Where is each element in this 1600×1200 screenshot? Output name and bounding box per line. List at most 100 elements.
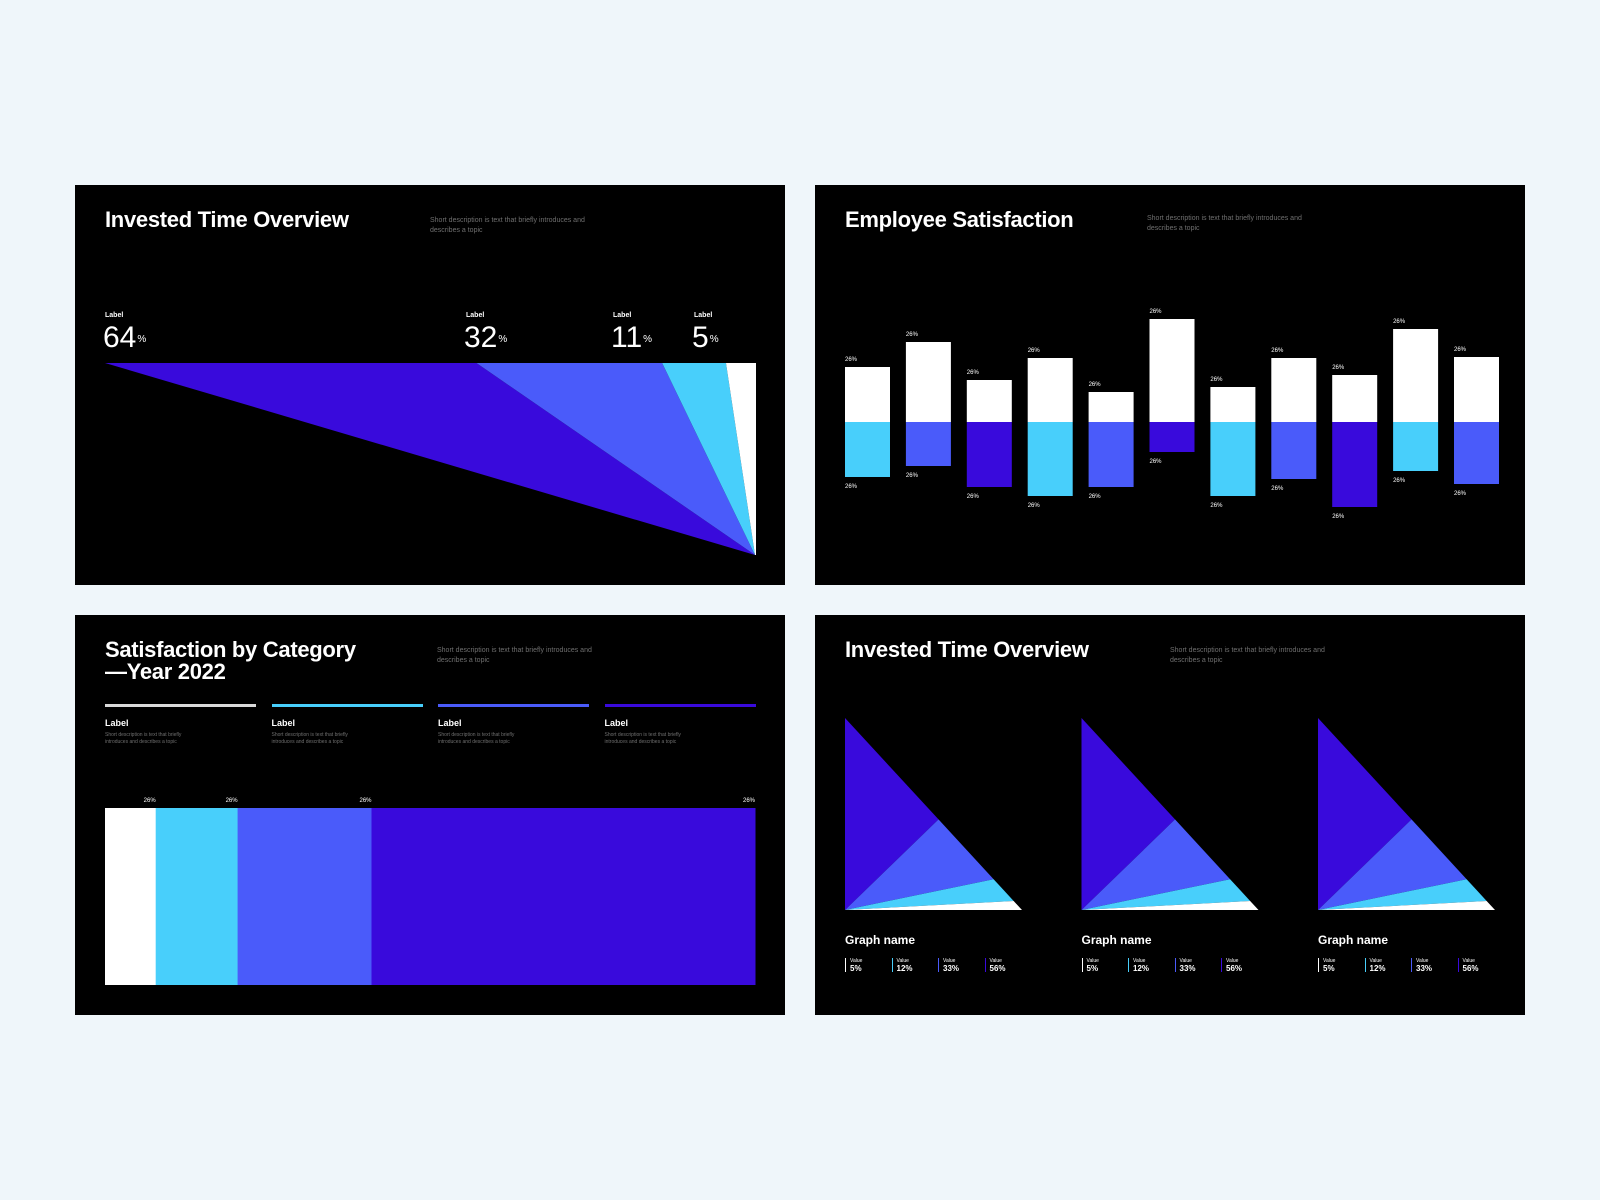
triangle-slice bbox=[1081, 819, 1231, 910]
bar-positive bbox=[905, 342, 951, 422]
legend-item: Value 5% bbox=[1318, 958, 1336, 973]
legend-value: 12% bbox=[1369, 964, 1386, 973]
legend-label: Value bbox=[1086, 958, 1099, 964]
category-label: Label bbox=[105, 718, 129, 728]
bar-top-label: 26% bbox=[1393, 319, 1406, 325]
card-description: Short description is text that briefly i… bbox=[430, 217, 585, 234]
bar-positive bbox=[1332, 375, 1378, 422]
bar-bottom-label: 26% bbox=[1454, 491, 1467, 497]
triangle-slice bbox=[1318, 819, 1467, 910]
category-color-bar bbox=[271, 704, 423, 707]
legend-label: Value bbox=[1323, 958, 1336, 964]
title-line-1: Satisfaction by Category bbox=[105, 637, 356, 662]
legend-value: 5% bbox=[1086, 964, 1099, 973]
bar-bottom-label: 26% bbox=[1089, 494, 1102, 500]
card-title: Employee Satisfaction bbox=[845, 207, 1074, 232]
legend-item: Value 56% bbox=[1221, 958, 1243, 973]
legend-item: Value 56% bbox=[1457, 958, 1479, 973]
legend-item: Value 5% bbox=[1081, 958, 1099, 973]
legend-value: 12% bbox=[896, 964, 913, 973]
bar-bottom-label: 26% bbox=[1271, 486, 1284, 492]
stack-segment bbox=[155, 808, 239, 985]
bar-bottom-label: 26% bbox=[845, 484, 858, 490]
bar-negative bbox=[1271, 422, 1317, 479]
bar-top-label: 26% bbox=[1210, 377, 1223, 383]
bar-positive bbox=[845, 367, 890, 422]
legend-label: Value bbox=[1416, 958, 1429, 964]
legend-item: Value 33% bbox=[938, 958, 960, 973]
bar-positive bbox=[1271, 358, 1317, 422]
category-color-bar bbox=[604, 704, 756, 707]
bar-positive bbox=[1454, 357, 1499, 422]
graph-name: Graph name bbox=[1081, 933, 1152, 947]
legend-label: Value bbox=[1462, 958, 1475, 964]
legend-item: Value 5% bbox=[845, 958, 863, 973]
bar-top-label: 26% bbox=[1454, 347, 1467, 353]
bar-negative bbox=[966, 422, 1012, 487]
bar-negative bbox=[905, 422, 951, 466]
card-description: Short description is text that briefly i… bbox=[1170, 647, 1325, 664]
bar-bottom-label: 26% bbox=[1393, 478, 1406, 484]
funnel-label-2: Label bbox=[466, 312, 485, 319]
bar-negative bbox=[1393, 422, 1439, 471]
bar-top-label: 26% bbox=[1332, 365, 1345, 371]
funnel-value-2: 32% bbox=[464, 321, 508, 354]
bar-negative bbox=[1088, 422, 1134, 487]
bar-top-label: 26% bbox=[1028, 348, 1041, 354]
legend-label: Value bbox=[1133, 958, 1146, 964]
card-title: Invested Time Overview bbox=[105, 207, 349, 232]
graph-name: Graph name bbox=[845, 933, 916, 947]
triangle-slice bbox=[1318, 879, 1487, 910]
category-label: Label bbox=[604, 718, 629, 728]
legend-label: Value bbox=[896, 958, 909, 964]
bar-positive bbox=[1149, 319, 1195, 422]
bar-negative bbox=[1027, 422, 1073, 496]
card-satisfaction-by-category: Satisfaction by Category —Year 2022 Shor… bbox=[75, 615, 785, 1015]
triangle-slice bbox=[845, 900, 1022, 910]
legend-item: Value 33% bbox=[1411, 958, 1432, 973]
triangle-slice bbox=[845, 718, 939, 910]
bar-negative bbox=[1332, 422, 1378, 507]
legend-label: Value bbox=[1179, 958, 1192, 964]
bar-negative bbox=[1454, 422, 1499, 484]
legend-item: Value 12% bbox=[1128, 958, 1149, 973]
bar-bottom-label: 26% bbox=[1210, 503, 1223, 509]
bar-positive bbox=[1027, 358, 1073, 422]
bar-top-label: 26% bbox=[1089, 382, 1102, 388]
category-description: Short description is text that briefly i… bbox=[105, 732, 182, 745]
legend-item: Value 12% bbox=[1364, 958, 1386, 973]
legend-value: 5% bbox=[1323, 964, 1335, 973]
stack-segment-label: 26% bbox=[359, 798, 372, 804]
card-title: Satisfaction by Category —Year 2022 bbox=[105, 639, 356, 683]
card-title: Invested Time Overview bbox=[845, 637, 1089, 662]
funnel-label-1: Label bbox=[105, 312, 124, 319]
card-description: Short description is text that briefly i… bbox=[437, 647, 592, 664]
card-invested-time-triangles: Invested Time Overview Short description… bbox=[815, 615, 1525, 1015]
category-color-bar bbox=[105, 704, 256, 707]
legend-value: 33% bbox=[943, 964, 960, 973]
bar-negative bbox=[845, 422, 890, 477]
card-employee-satisfaction: Employee Satisfaction Short description … bbox=[815, 185, 1525, 585]
legend-item: Value 33% bbox=[1174, 958, 1196, 973]
legend-label: Value bbox=[850, 958, 863, 964]
category-description: Short description is text that briefly i… bbox=[271, 732, 348, 745]
legend-item: Value 56% bbox=[984, 958, 1006, 973]
triangle-slice bbox=[1318, 900, 1495, 910]
bar-top-label: 26% bbox=[845, 357, 858, 363]
satisfaction-bar-chart: 26% 26% 26% 26% 26% 26% 26% 26% 26% 26% 26% 26% 26% 2… bbox=[845, 309, 1499, 520]
category-description: Short description is text that briefly i… bbox=[438, 732, 515, 745]
triangle-slice bbox=[1081, 900, 1259, 910]
funnel-wedge bbox=[662, 363, 755, 555]
bar-top-label: 26% bbox=[967, 370, 980, 376]
legend-value: 56% bbox=[1226, 964, 1243, 973]
bar-bottom-label: 26% bbox=[906, 473, 919, 479]
funnel-wedge bbox=[105, 363, 755, 555]
funnel-label-4: Label bbox=[694, 312, 713, 319]
category-color-bar bbox=[438, 704, 589, 707]
legend-value: 5% bbox=[850, 964, 862, 973]
triangle-slice bbox=[845, 819, 994, 910]
legend-item: Value 12% bbox=[891, 958, 913, 973]
funnel-value-4: 5% bbox=[692, 321, 719, 354]
category-stacked-bar: 26% 26% 26% 26% bbox=[105, 798, 756, 985]
legend-label: Value bbox=[943, 958, 956, 964]
